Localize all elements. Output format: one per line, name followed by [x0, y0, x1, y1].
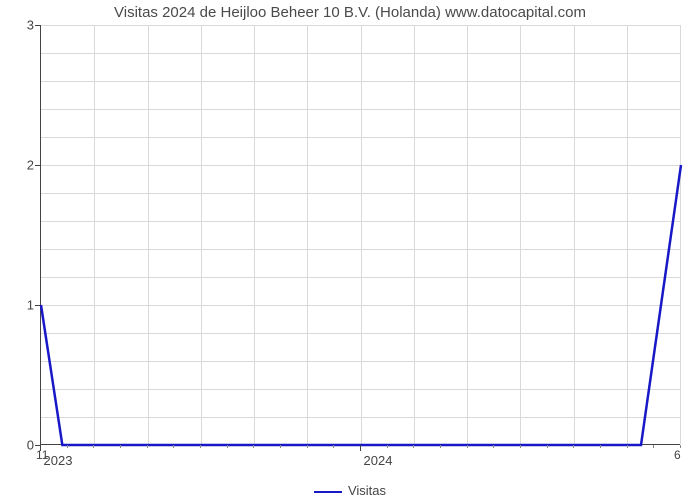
x-tick-minor — [627, 445, 628, 448]
x-right-corner-label: 6 — [674, 448, 681, 462]
x-tick-minor — [413, 445, 414, 448]
x-tick-minor — [493, 445, 494, 448]
x-tick-minor — [520, 445, 521, 448]
y-tick-label: 3 — [0, 18, 34, 33]
x-tick-minor — [253, 445, 254, 448]
x-tick-minor — [333, 445, 334, 448]
x-tick-minor — [467, 445, 468, 448]
x-tick-minor — [67, 445, 68, 448]
y-tick-label: 2 — [0, 158, 34, 173]
x-tick-major — [360, 445, 361, 451]
y-tick-label: 0 — [0, 438, 34, 453]
x-tick-minor — [227, 445, 228, 448]
x-tick-minor — [387, 445, 388, 448]
y-tick-label: 1 — [0, 298, 34, 313]
x-tick-minor — [173, 445, 174, 448]
x-tick-major — [40, 445, 41, 451]
chart-container: Visitas 2024 de Heijloo Beheer 10 B.V. (… — [0, 0, 700, 500]
x-tick-minor — [147, 445, 148, 448]
series-line — [41, 25, 681, 445]
x-tick-minor — [93, 445, 94, 448]
x-tick-minor — [307, 445, 308, 448]
chart-title: Visitas 2024 de Heijloo Beheer 10 B.V. (… — [0, 4, 700, 21]
x-tick-minor — [547, 445, 548, 448]
x-tick-label: 2024 — [364, 453, 393, 468]
x-tick-minor — [120, 445, 121, 448]
x-tick-minor — [600, 445, 601, 448]
legend-swatch — [314, 491, 342, 493]
x-tick-minor — [680, 445, 681, 448]
x-tick-minor — [280, 445, 281, 448]
legend-label: Visitas — [348, 483, 386, 498]
plot-area — [40, 25, 680, 445]
x-tick-label: 2023 — [44, 453, 73, 468]
legend: Visitas — [0, 483, 700, 498]
x-tick-minor — [573, 445, 574, 448]
x-tick-minor — [653, 445, 654, 448]
x-tick-minor — [200, 445, 201, 448]
x-tick-minor — [440, 445, 441, 448]
